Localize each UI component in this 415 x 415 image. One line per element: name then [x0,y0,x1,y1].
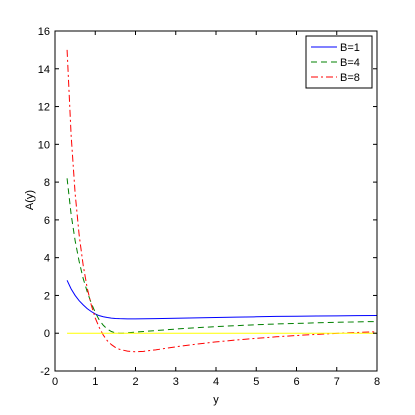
y-tick-label: 6 [44,215,50,227]
x-tick-label: 3 [173,376,179,388]
series-line-b-1 [66,280,377,320]
x-tick-label: 7 [334,376,340,388]
y-tick-label: 10 [38,139,50,151]
x-axis-label: y [213,394,219,406]
legend-label: B=1 [340,42,360,54]
x-tick-label: 2 [132,376,138,388]
legend-label: B=8 [340,72,360,84]
y-axis-label: A(y) [24,190,36,210]
y-tick-label: 2 [44,290,50,302]
series-layer [66,49,377,353]
x-tick-label: 8 [374,376,380,388]
x-tick-label: 4 [213,376,219,388]
series-line-b-8 [66,49,377,353]
x-tick-label: 5 [253,376,259,388]
legend: B=1 B=4 B=8 [305,35,373,89]
y-tick-label: 14 [38,64,50,76]
x-tick-label: 0 [52,376,58,388]
x-tick-label: 6 [293,376,299,388]
y-tick-label: 8 [44,177,50,189]
y-tick-label: 4 [44,253,50,265]
y-tick-label: -2 [40,366,50,378]
y-tick-label: 16 [38,26,50,38]
y-tick-label: 0 [44,328,50,340]
y-tick-label: 12 [38,102,50,114]
legend-label: B=4 [340,57,360,69]
x-tick-label: 1 [92,376,98,388]
